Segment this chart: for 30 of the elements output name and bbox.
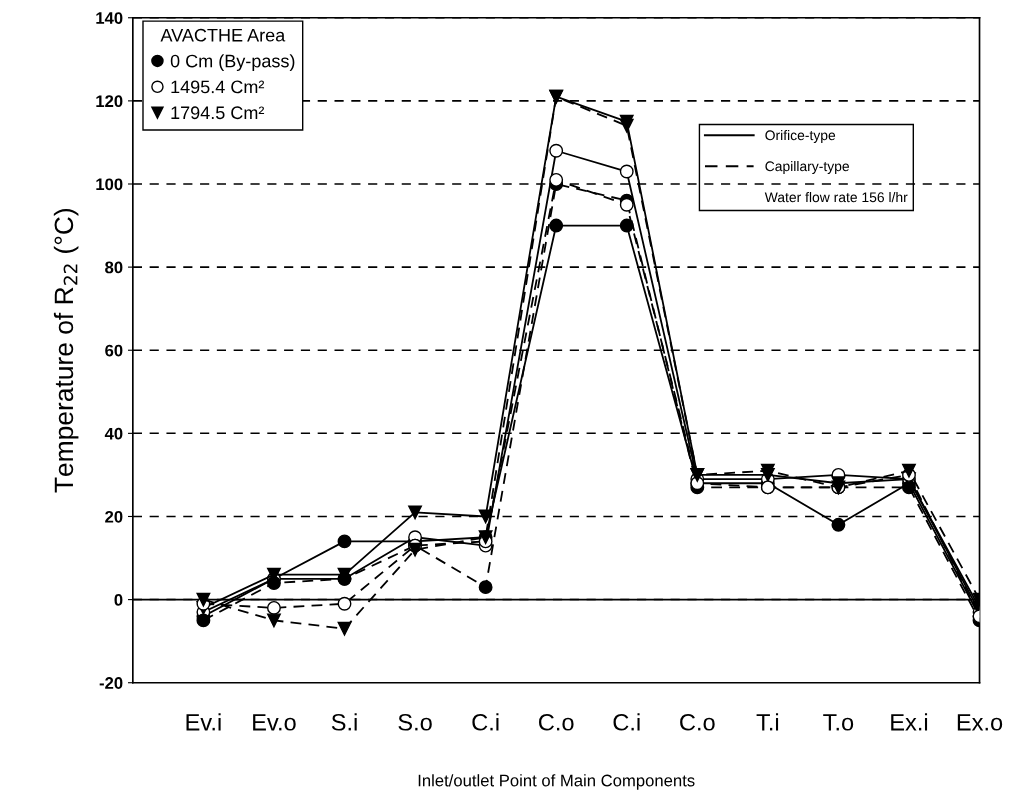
x-tick-label: Ex.o bbox=[957, 714, 1003, 731]
annotation: Water flow rate 156 l/hr bbox=[764, 192, 908, 203]
annotation: Capillary-type bbox=[765, 161, 849, 174]
x-tick-label: Ex.i bbox=[891, 713, 928, 731]
x-tick-label: S.o bbox=[398, 713, 432, 731]
y-tick-label: 20 bbox=[105, 510, 123, 523]
x-axis-title: Inlet/outlet Point of Main Components bbox=[418, 774, 695, 790]
x-tick-label: Ev.o bbox=[253, 714, 296, 731]
y-tick-label: -20 bbox=[99, 677, 123, 689]
x-tick-label: C.o bbox=[680, 713, 715, 731]
x-tick-label: S.i bbox=[331, 713, 357, 731]
y-tick-label: 60 bbox=[105, 344, 123, 357]
legend-label: 0 Cm (By-pass) bbox=[170, 54, 295, 71]
y-tick-label: 80 bbox=[105, 261, 123, 274]
x-tick-label: C.i bbox=[613, 713, 640, 731]
x-tick-label: C.o bbox=[539, 713, 574, 731]
y-tick-label: 140 bbox=[96, 12, 123, 24]
x-tick-label: T.i bbox=[756, 713, 779, 731]
y-tick-label: 40 bbox=[104, 427, 123, 440]
x-tick-label: T.o bbox=[823, 714, 854, 731]
x-tick-label: Ev.i bbox=[186, 713, 221, 731]
y-tick-label: 120 bbox=[96, 95, 123, 108]
annotation: Orifice-type bbox=[765, 130, 836, 143]
y-tick-label: 100 bbox=[96, 178, 123, 191]
legend-label: 1794.5 Cm² bbox=[171, 106, 265, 120]
x-tick-label: C.i bbox=[472, 713, 499, 731]
legend-label: 1495.4 Cm² bbox=[171, 80, 265, 94]
y-tick-label: 0 bbox=[114, 594, 123, 606]
y-axis-title: Temperature of R$_{22}$ (°C) bbox=[53, 208, 79, 493]
legend-title: AVACTHE Area bbox=[160, 28, 286, 42]
